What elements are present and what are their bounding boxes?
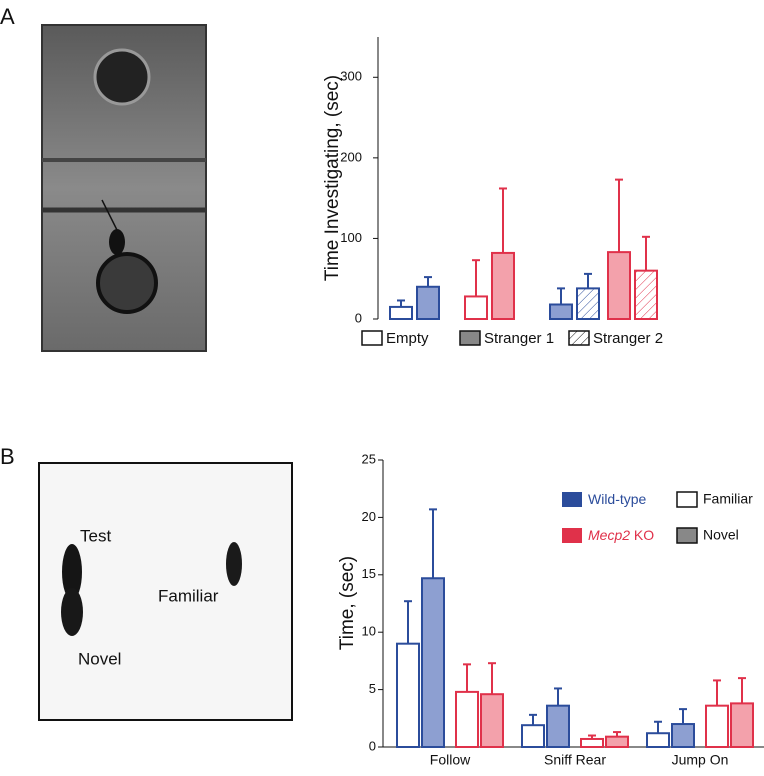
y-tick-label: 25 xyxy=(362,451,376,466)
bar xyxy=(491,251,515,320)
bar xyxy=(396,642,420,748)
photo-a xyxy=(41,24,207,352)
legend-label-part: KO xyxy=(630,527,654,543)
photo-b xyxy=(38,462,293,721)
photo-label: Novel xyxy=(78,649,121,668)
bar xyxy=(464,295,488,321)
legend-label: Stranger 1 xyxy=(484,330,554,347)
bar xyxy=(421,577,445,749)
bar xyxy=(634,269,658,320)
legend-swatch xyxy=(562,528,582,543)
legend-label-part: Wild-type xyxy=(588,491,647,507)
photo-label: Test xyxy=(80,526,111,545)
y-axis-label: Time Investigating, (sec) xyxy=(322,75,343,281)
bar xyxy=(646,732,670,748)
bar xyxy=(416,285,440,320)
legend-swatch xyxy=(676,491,698,508)
x-tick-label: Follow xyxy=(430,752,471,768)
legend-swatch xyxy=(568,330,590,346)
bar xyxy=(605,735,629,749)
legend-label-part: Mecp2 xyxy=(588,527,630,543)
panel-label: A xyxy=(0,4,15,29)
bar xyxy=(480,693,504,749)
bar xyxy=(730,702,754,748)
legend-label: Novel xyxy=(703,527,739,543)
y-tick-label: 100 xyxy=(340,230,362,245)
panel-label: B xyxy=(0,444,15,469)
x-tick-label: Sniff Rear xyxy=(544,752,606,768)
y-axis-label: Time, (sec) xyxy=(337,556,358,650)
legend-swatch xyxy=(676,527,698,544)
bar xyxy=(455,690,479,748)
legend-swatch xyxy=(459,330,481,346)
legend-swatch xyxy=(361,330,383,346)
bar xyxy=(705,704,729,748)
y-tick-label: 0 xyxy=(369,738,376,753)
legend-swatch xyxy=(562,492,582,507)
y-tick-label: 200 xyxy=(340,149,362,164)
bar xyxy=(576,287,600,320)
legend-label: Empty xyxy=(386,330,429,347)
bar xyxy=(671,723,695,748)
x-tick-label: Jump On xyxy=(672,752,729,768)
y-tick-label: 5 xyxy=(369,681,376,696)
legend-label: Stranger 2 xyxy=(593,330,663,347)
legend-label: Mecp2 KO xyxy=(588,527,654,543)
legend-label: Familiar xyxy=(703,491,753,507)
y-tick-label: 10 xyxy=(362,624,376,639)
y-tick-label: 300 xyxy=(340,69,362,84)
bar xyxy=(580,737,604,748)
bar xyxy=(607,251,631,320)
bar xyxy=(389,305,413,320)
y-tick-label: 0 xyxy=(355,310,362,325)
legend-label: Wild-type xyxy=(588,491,647,507)
y-tick-label: 15 xyxy=(362,566,376,581)
bar xyxy=(549,303,573,320)
bar xyxy=(546,704,570,748)
y-tick-label: 20 xyxy=(362,509,376,524)
photo-label: Familiar xyxy=(158,586,219,605)
bar xyxy=(521,724,545,748)
